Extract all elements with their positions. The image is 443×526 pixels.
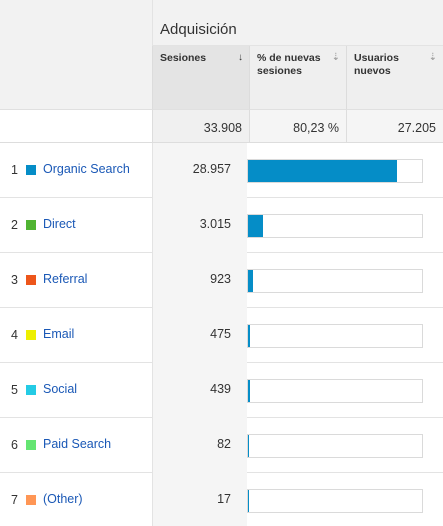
sessions-bar-fill xyxy=(248,435,250,457)
channel-link[interactable]: (Other) xyxy=(43,492,83,506)
total-new-users: 27.205 xyxy=(346,110,443,143)
total-sessions: 33.908 xyxy=(152,110,249,143)
sessions-bar xyxy=(247,214,423,238)
channel-link[interactable]: Email xyxy=(43,327,75,341)
row-number: 5 xyxy=(11,383,18,397)
new-sessions-pct-column-label: % de nuevas sesiones xyxy=(257,52,321,77)
total-new-sessions-pct: 80,23 % xyxy=(249,110,346,143)
sessions-bar xyxy=(247,489,423,513)
table-row: 5 Social 439 xyxy=(0,363,443,418)
channel-color-swatch xyxy=(26,220,36,230)
sort-icon[interactable]: ⇣ xyxy=(428,52,437,63)
channel-color-swatch xyxy=(26,385,36,395)
sessions-bar-fill xyxy=(248,380,251,402)
row-number: 3 xyxy=(11,273,18,287)
sessions-bar-fill xyxy=(248,215,264,237)
channel-link[interactable]: Social xyxy=(43,382,78,396)
new-sessions-pct-column-header[interactable]: % de nuevas sesiones ⇣ xyxy=(249,46,346,110)
table-row: 1 Organic Search 28.957 xyxy=(0,143,443,198)
row-number: 1 xyxy=(11,163,18,177)
totals-row-label xyxy=(0,110,152,143)
sessions-bar-fill xyxy=(248,490,250,512)
sessions-column-header[interactable]: Sesiones ↓ xyxy=(152,46,249,110)
sessions-value: 82 xyxy=(152,418,247,473)
acquisition-group-header: Adquisición xyxy=(152,0,443,46)
channel-link[interactable]: Direct xyxy=(43,217,76,231)
channel-link[interactable]: Organic Search xyxy=(43,162,130,176)
channel-color-swatch xyxy=(26,330,36,340)
new-users-column-label: Usuarios nuevos xyxy=(354,52,399,77)
sessions-value: 439 xyxy=(152,363,247,418)
sessions-bar xyxy=(247,379,423,403)
table-row: 4 Email 475 xyxy=(0,308,443,363)
sessions-bar xyxy=(247,434,423,458)
sessions-column-label: Sesiones xyxy=(160,52,207,64)
row-number: 4 xyxy=(11,328,18,342)
channel-color-swatch xyxy=(26,275,36,285)
sort-desc-icon[interactable]: ↓ xyxy=(238,52,243,63)
sessions-value: 923 xyxy=(152,253,247,308)
table-row: 6 Paid Search 82 xyxy=(0,418,443,473)
row-number: 2 xyxy=(11,218,18,232)
sessions-bar-fill xyxy=(248,325,251,347)
sessions-value: 17 xyxy=(152,473,247,526)
sessions-bar-fill xyxy=(248,270,253,292)
channel-color-swatch xyxy=(26,440,36,450)
table-row: 7 (Other) 17 xyxy=(0,473,443,526)
sessions-bar-fill xyxy=(248,160,397,182)
sessions-bar xyxy=(247,269,423,293)
row-number: 7 xyxy=(11,493,18,507)
channel-color-swatch xyxy=(26,495,36,505)
table-row: 2 Direct 3.015 xyxy=(0,198,443,253)
channel-link[interactable]: Referral xyxy=(43,272,88,286)
channel-link[interactable]: Paid Search xyxy=(43,437,112,451)
group-title: Adquisición xyxy=(160,21,237,38)
sessions-value: 28.957 xyxy=(152,143,247,198)
table-row: 3 Referral 923 xyxy=(0,253,443,308)
sort-icon[interactable]: ⇣ xyxy=(331,52,340,63)
new-users-column-header[interactable]: Usuarios nuevos ⇣ xyxy=(346,46,443,110)
sessions-value: 475 xyxy=(152,308,247,363)
sessions-value: 3.015 xyxy=(152,198,247,253)
row-number: 6 xyxy=(11,438,18,452)
dimension-header xyxy=(0,0,152,110)
sessions-bar xyxy=(247,324,423,348)
channel-color-swatch xyxy=(26,165,36,175)
sessions-bar xyxy=(247,159,423,183)
